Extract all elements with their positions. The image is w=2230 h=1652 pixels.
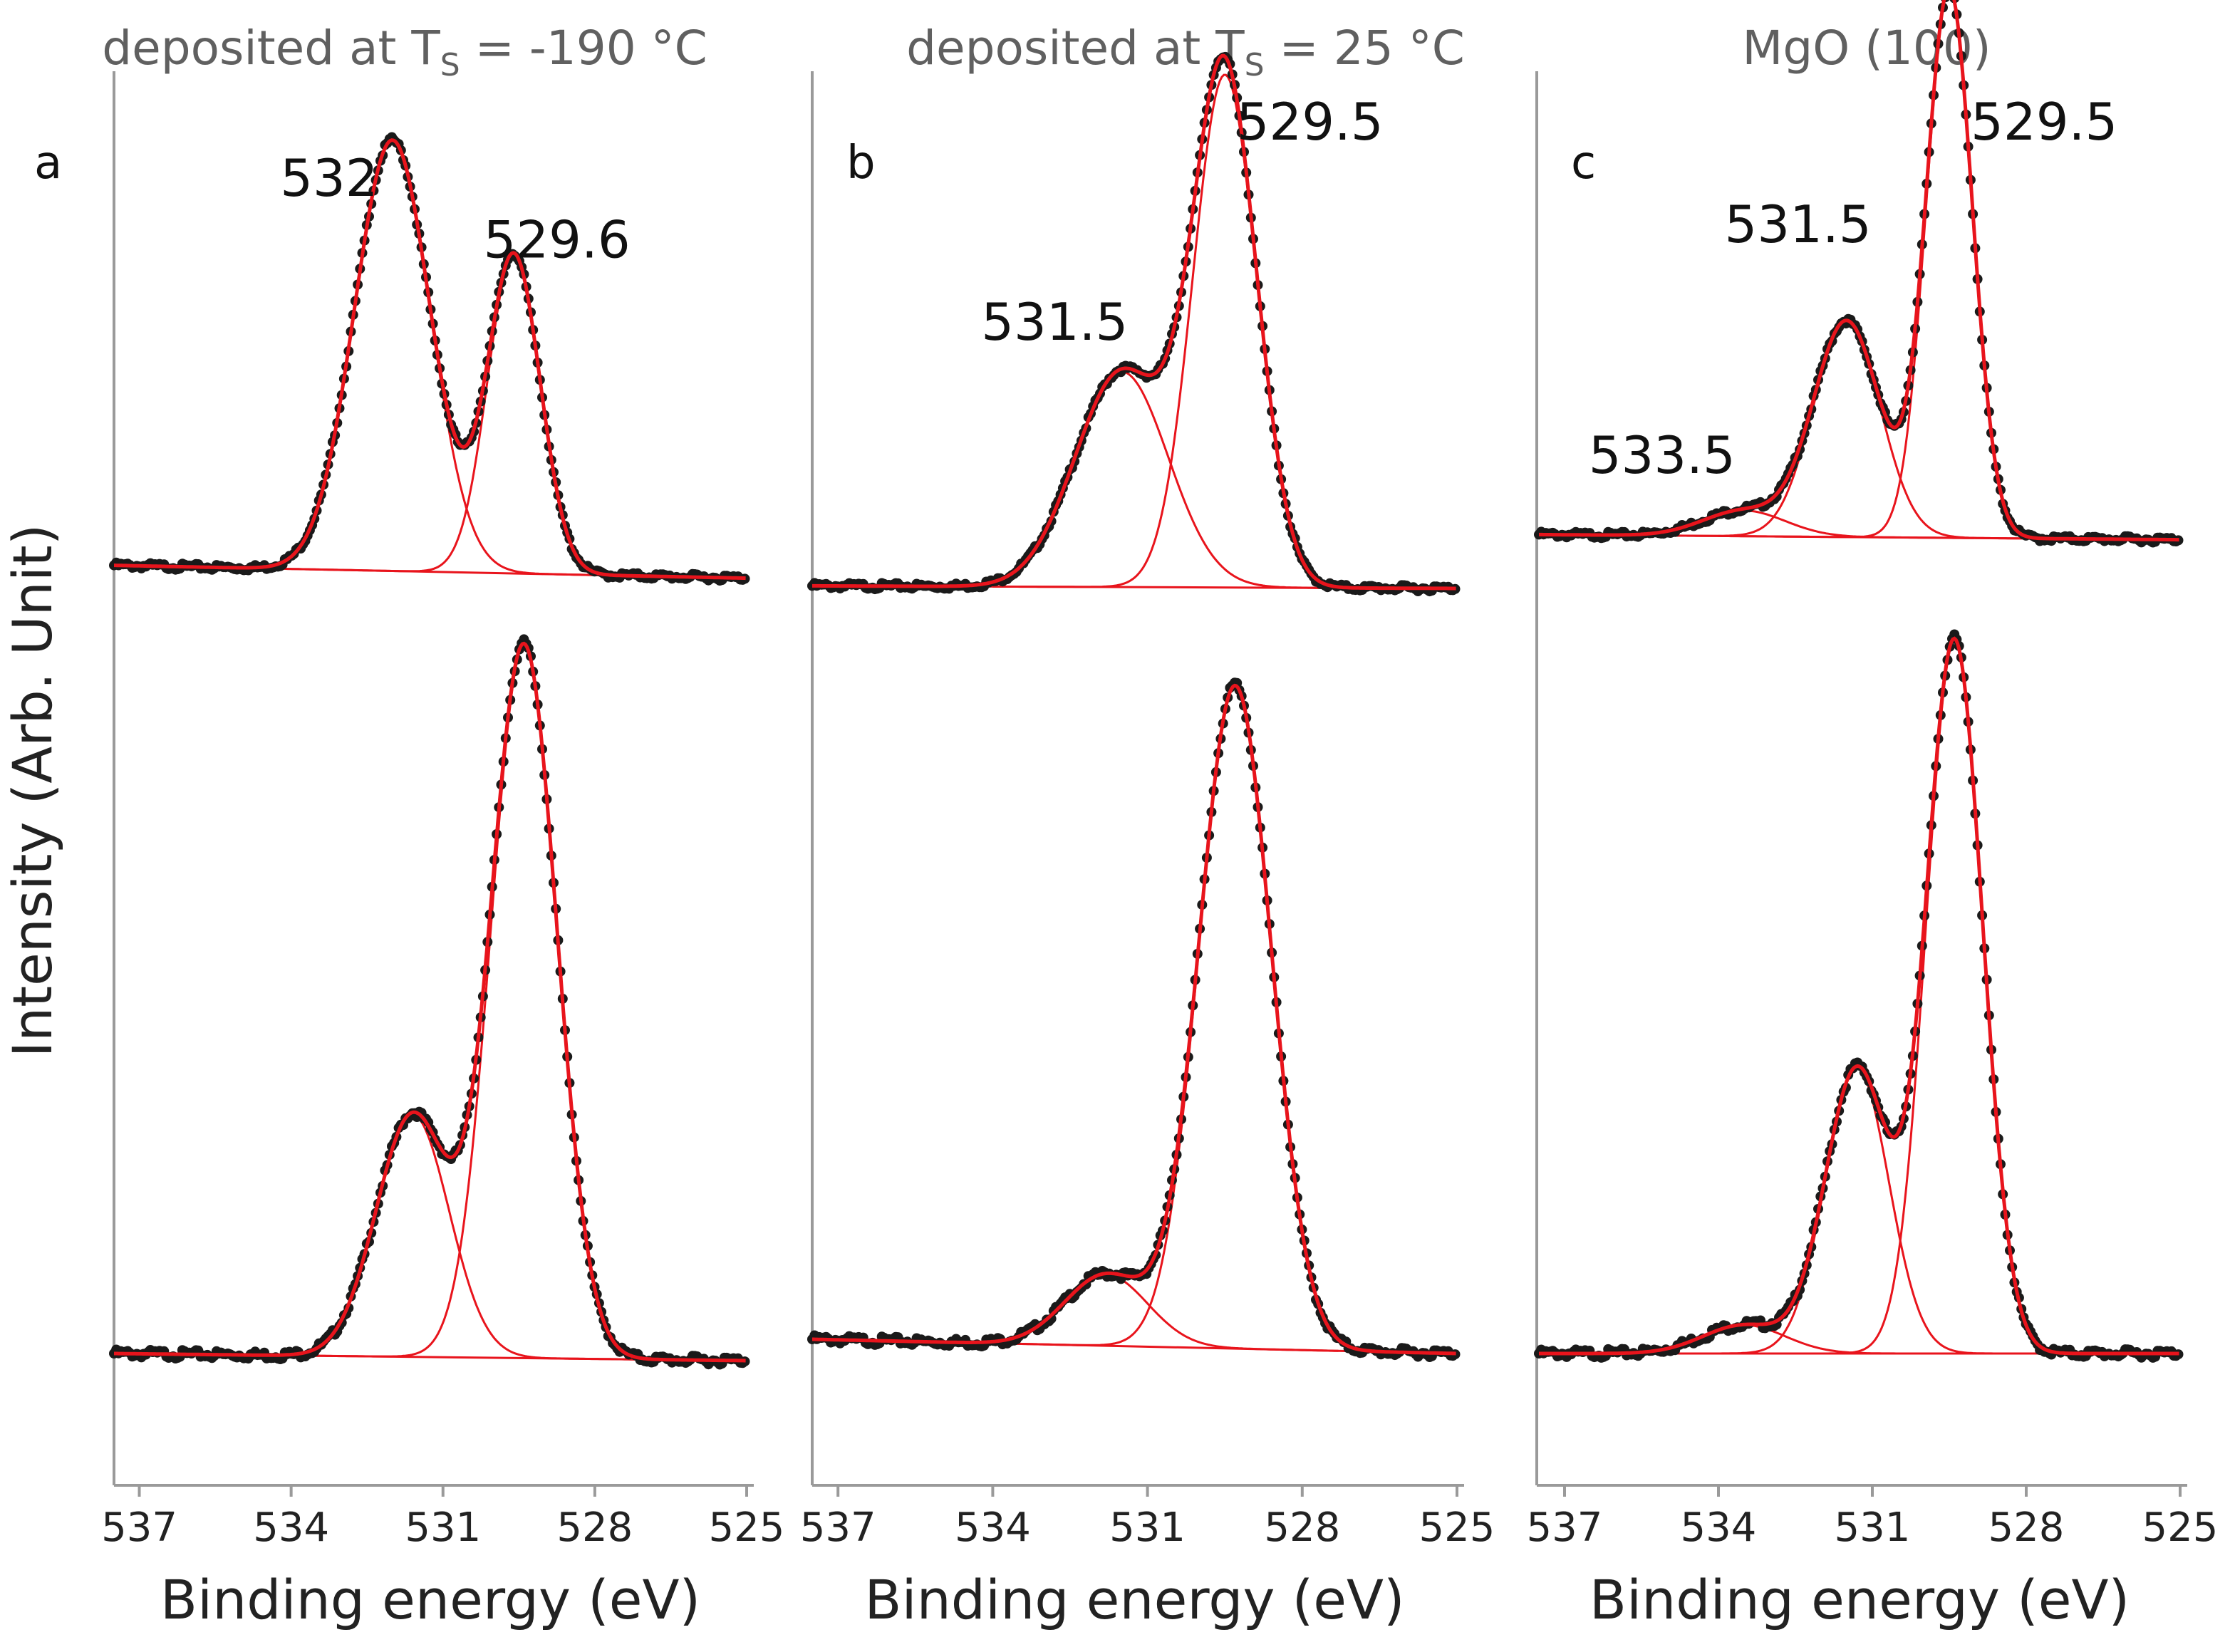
data-points	[109, 132, 750, 586]
fit-component	[1718, 0, 2180, 541]
x-tick-label: 531	[405, 1505, 481, 1551]
peak-annotation: 529.6	[484, 210, 631, 270]
x-tick-label: 534	[253, 1505, 329, 1551]
data-points	[807, 677, 1461, 1362]
spectrum-bottom	[1534, 629, 2184, 1363]
fit-envelope	[1539, 0, 2179, 542]
data-points	[109, 634, 750, 1370]
x-axis-label: Binding energy (eV)	[1589, 1568, 2130, 1631]
panel-letter: a	[34, 137, 62, 189]
data-points	[1534, 629, 2184, 1363]
x-axis-label: Binding energy (eV)	[864, 1568, 1404, 1631]
x-axis-label: Binding energy (eV)	[160, 1568, 700, 1631]
x-tick-label: 534	[1681, 1505, 1757, 1551]
x-tick-label: 525	[1419, 1505, 1495, 1551]
x-tick-label: 537	[101, 1505, 177, 1551]
panel-letter: c	[1571, 137, 1596, 189]
panel-c: 537 534 531 528 525 Binding energy (eV) MgO (1…	[1527, 0, 2219, 1631]
x-tick-label: 528	[556, 1505, 633, 1551]
fit-component	[1002, 685, 1458, 1355]
spectrum-bottom	[109, 634, 750, 1370]
x-tick-label: 534	[955, 1505, 1031, 1551]
x-tick-label: 525	[2142, 1505, 2219, 1551]
fit-component	[873, 1273, 1339, 1352]
panel-b: 537 534 531 528 525 Binding energy (eV) deposi…	[800, 21, 1495, 1631]
fit-envelope	[114, 641, 746, 1363]
spectrum-top: 533.5 531.5 529.5	[1534, 0, 2184, 548]
fit-envelope	[812, 683, 1456, 1356]
peak-annotation: 529.5	[1237, 92, 1384, 152]
x-tick-label: 531	[1109, 1505, 1186, 1551]
x-tick-label: 537	[1527, 1505, 1603, 1551]
x-tick-label: 528	[1264, 1505, 1340, 1551]
peak-annotation: 529.5	[1971, 92, 2117, 152]
x-tick-label: 537	[800, 1505, 876, 1551]
spectrum-bottom	[807, 677, 1461, 1362]
x-tick-label: 525	[709, 1505, 785, 1551]
peak-annotation: 531.5	[981, 292, 1128, 352]
panel-letter: b	[846, 137, 876, 189]
fit-component	[1723, 640, 2179, 1355]
panel-title: MgO (100)	[1742, 21, 1991, 76]
peak-annotation: 531.5	[1725, 194, 1872, 254]
fit-envelope	[812, 53, 1456, 591]
fit-component	[185, 1113, 641, 1361]
panel-title: deposited at TS = -190 °C	[102, 21, 707, 83]
fit-envelope	[114, 138, 746, 581]
peak-annotation: 532	[280, 148, 378, 208]
spectrum-top: 532 529.6	[109, 132, 750, 586]
peak-annotation: 533.5	[1589, 425, 1736, 485]
fit-envelope	[1539, 636, 2179, 1356]
spectrum-top: 531.5 529.5	[807, 51, 1461, 597]
panel-title: deposited at TS = 25 °C	[906, 21, 1465, 83]
x-tick-label: 528	[1988, 1505, 2065, 1551]
y-axis-label: Intensity (Arb. Unit)	[1, 524, 64, 1058]
fit-component	[164, 139, 621, 577]
x-tick-label: 531	[1835, 1505, 1911, 1551]
